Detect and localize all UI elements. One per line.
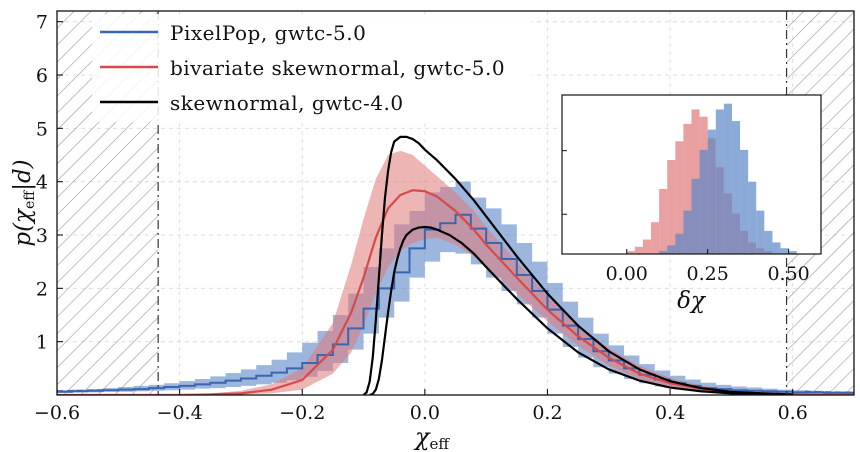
y-tick-label-1: 2 <box>36 278 48 300</box>
inset-bar-blue-9 <box>731 121 741 254</box>
y-tick-label-0: 1 <box>36 332 48 354</box>
y-tick-label-4: 5 <box>36 118 48 140</box>
inset-bar-blue-3 <box>683 210 692 254</box>
inset-axis: 0.00 0.25 0.50 <box>562 150 810 285</box>
inset-bar-blue-15 <box>780 248 789 254</box>
y-tick-label-5: 6 <box>36 65 48 87</box>
plot-frame <box>56 10 855 396</box>
inset-bar-red-4 <box>659 188 668 254</box>
inset-bar-blue-8 <box>723 103 732 254</box>
y-tick-label-3: 4 <box>36 172 48 194</box>
inset-bar-blue-14 <box>772 242 781 254</box>
x-tick-label-6: 0.6 <box>778 402 808 424</box>
series-layer <box>57 135 854 395</box>
inset-bar-blue-2 <box>675 233 684 254</box>
x-tick-label-5: 0.4 <box>655 402 685 424</box>
inset-bar-red-1 <box>634 246 643 254</box>
inset-bar-red-3 <box>651 222 660 254</box>
x-tick-label-0: −0.6 <box>34 402 80 424</box>
legend: PixelPop, gwtc-5.0 bivariate skewnormal,… <box>92 14 532 122</box>
inset-x-tick-label-0: 0.00 <box>606 263 648 285</box>
y-axis-label: p(χeff|d) <box>10 159 38 246</box>
inset-bar-red-6 <box>675 141 684 254</box>
inset-bar-red-2 <box>642 239 652 254</box>
x-tick-label-3: 0.0 <box>410 402 440 424</box>
x-tick-label-2: −0.2 <box>279 402 325 424</box>
inset-bar-blue-4 <box>691 178 700 254</box>
inset-bar-blue-1 <box>667 245 676 254</box>
y-tick-label-6: 7 <box>36 12 48 34</box>
inset-bar-blue-12 <box>756 210 765 254</box>
legend-label-skewnormal: skewnormal, gwtc-4.0 <box>170 91 404 115</box>
inset-histogram: 0.00 0.25 0.50 δχ <box>561 94 822 314</box>
skewnormal-upper-line <box>362 135 793 395</box>
legend-background <box>92 14 532 122</box>
bivariate-band <box>57 150 854 395</box>
x-axis: −0.6 −0.4 −0.2 0.0 0.2 0.4 0.6 <box>34 389 808 424</box>
inset-bar-red-0 <box>626 251 635 254</box>
inset-bar-blue-7 <box>715 109 724 254</box>
pixelpop-left-tail <box>57 389 107 393</box>
inset-x-tick-label-2: 0.50 <box>767 263 809 285</box>
inset-bar-blue-10 <box>740 149 749 254</box>
pixelpop-right-tail <box>804 390 854 394</box>
inset-bar-blue-0 <box>659 251 668 254</box>
inset-x-tick-label-1: 0.25 <box>687 263 729 285</box>
inset-bar-red-7 <box>683 123 692 254</box>
inset-bar-blue-6 <box>707 129 716 254</box>
legend-label-bivariate: bivariate skewnormal, gwtc-5.0 <box>170 56 505 80</box>
x-tick-label-4: 0.2 <box>532 402 562 424</box>
legend-label-pixelpop: PixelPop, gwtc-5.0 <box>170 21 366 45</box>
y-axis: 1 2 3 4 5 6 7 <box>36 12 63 354</box>
inset-frame <box>561 94 822 255</box>
inset-bar-blue-16 <box>788 251 797 254</box>
inset-bar-blue-5 <box>699 149 708 254</box>
inset-x-label: δχ <box>677 288 707 314</box>
inset-bars <box>626 103 797 254</box>
inset-bar-blue-13 <box>764 230 773 254</box>
inset-bar-blue-11 <box>748 181 757 254</box>
inset-bar-red-5 <box>667 160 676 254</box>
skewnormal-lower-line <box>369 225 763 395</box>
x-axis-label: χeff <box>413 423 450 452</box>
y-tick-label-2: 3 <box>36 225 48 247</box>
x-tick-label-1: −0.4 <box>157 402 203 424</box>
